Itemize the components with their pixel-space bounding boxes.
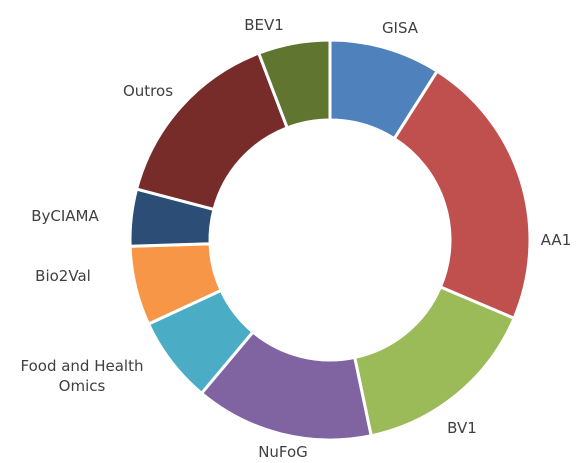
slice-label: Bio2Val: [35, 267, 91, 285]
slice: [134, 51, 290, 212]
slice: [256, 38, 332, 130]
slice-label: AA1: [540, 231, 572, 249]
slice: [352, 284, 517, 438]
slice-label: Outros: [122, 82, 174, 100]
slice-label: NuFoG: [258, 443, 308, 461]
slice-label: Food and Health Omics: [20, 357, 144, 395]
slice-label: BV1: [447, 419, 477, 437]
slice-label: ByCIAMA: [31, 207, 99, 225]
slice-label: GISA: [381, 19, 419, 37]
slice: [392, 69, 532, 321]
slice-label: BEV1: [244, 16, 284, 34]
